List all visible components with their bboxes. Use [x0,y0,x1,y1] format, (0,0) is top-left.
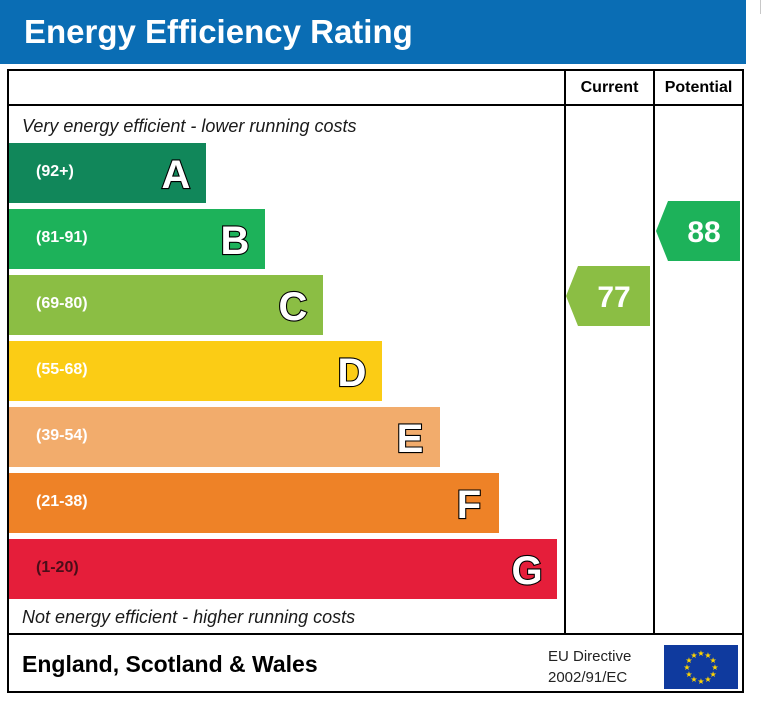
current-rating-marker: 77 [566,266,650,326]
title-bar: Energy Efficiency Rating [0,0,746,64]
band-letter-b: B [219,218,250,261]
flag-star-icon: ★ [690,651,697,660]
band-letter-text-g: G [511,549,542,591]
band-range-f: (21-38) [36,493,88,510]
flag-star-icon: ★ [683,663,690,672]
current-rating-arrow [566,266,650,326]
potential-rating-marker: 88 [656,201,740,261]
band-f: (21-38) F [9,473,499,533]
potential-column-divider [653,69,655,634]
band-range-c: (69-80) [36,295,88,312]
directive-line2: 2002/91/EC [548,669,628,686]
band-letter-text-f: F [457,483,481,525]
flag-star-icon: ★ [685,670,692,679]
band-a: (92+) A [9,143,206,203]
chart-title: Energy Efficiency Rating [24,13,413,50]
band-e: (39-54) E [9,407,440,467]
band-letter-text-c: C [279,285,308,327]
band-letter-a: A [160,152,191,195]
footer-divider [7,633,744,635]
flag-star-icon: ★ [710,670,717,679]
band-letter-c: C [277,284,308,327]
band-c: (69-80) C [9,275,323,335]
band-b: (81-91) B [9,209,265,269]
flag-star-icon: ★ [710,656,717,665]
current-header: Current [580,79,639,96]
band-g: (1-20) G [9,539,557,599]
band-letter-text-d: D [338,351,367,393]
band-letter-f: F [456,482,483,525]
current-column-divider [564,69,566,634]
band-letter-e: E [396,416,425,459]
band-letter-g: G [510,548,543,591]
directive-line1: EU Directive [548,648,632,665]
potential-rating-arrow [656,201,740,261]
band-letter-d: D [336,350,367,393]
band-letter-text-e: E [397,417,424,459]
band-range-e: (39-54) [36,427,88,444]
band-range-a: (92+) [36,163,74,180]
band-range-g: (1-20) [36,559,79,576]
bottom-caption: Not energy efficient - higher running co… [22,607,356,627]
header-divider [7,104,744,106]
flag-star-icon: ★ [704,675,711,684]
current-rating-value: 77 [597,281,630,314]
eu-flag-icon: ★ ★ ★ ★ ★ ★ ★ ★ ★ ★ ★ ★ [664,645,738,689]
top-caption: Very energy efficient - lower running co… [22,116,357,136]
flag-star-icon: ★ [685,656,692,665]
potential-rating-value: 88 [687,216,720,249]
flag-star-icon: ★ [697,649,704,658]
band-letter-text-b: B [221,219,250,261]
band-letter-text-a: A [162,153,191,195]
chart-frame [7,69,744,693]
flag-star-icon: ★ [704,651,711,660]
flag-star-icon: ★ [711,663,718,672]
footer-country: England, Scotland & Wales [22,651,318,677]
band-range-d: (55-68) [36,361,88,378]
edge-divider [760,0,761,14]
band-range-b: (81-91) [36,229,88,246]
flag-star-icon: ★ [690,675,697,684]
potential-header: Potential [664,79,733,96]
flag-star-icon: ★ [697,677,704,686]
band-d: (55-68) D [9,341,382,401]
